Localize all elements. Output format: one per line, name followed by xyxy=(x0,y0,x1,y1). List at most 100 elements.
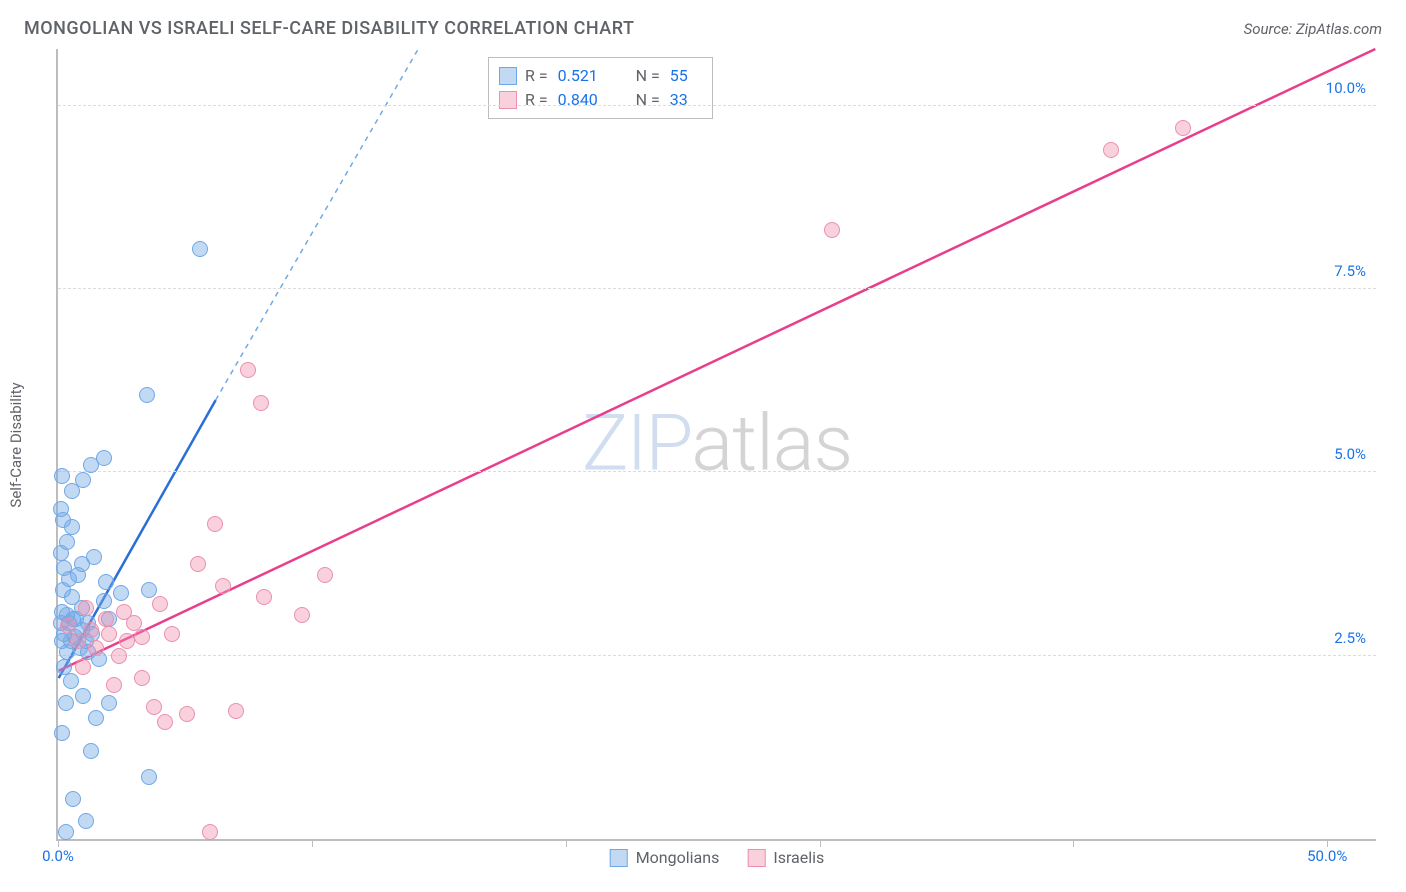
data-point xyxy=(146,699,162,715)
data-point xyxy=(96,593,112,609)
legend-n-value: 55 xyxy=(670,64,698,88)
data-point xyxy=(63,673,79,689)
data-point xyxy=(152,596,168,612)
data-point xyxy=(134,670,150,686)
data-point xyxy=(86,549,102,565)
data-point xyxy=(65,791,81,807)
legend-n-value: 33 xyxy=(670,88,698,112)
data-point xyxy=(1103,142,1119,158)
legend-row: R = 0.521 N = 55 xyxy=(499,64,698,88)
data-point xyxy=(134,629,150,645)
data-point xyxy=(75,659,91,675)
data-point xyxy=(56,659,72,675)
x-tick xyxy=(820,839,821,847)
x-tick-label: 50.0% xyxy=(1307,847,1347,865)
trend-lines xyxy=(58,49,1376,839)
data-point xyxy=(78,600,94,616)
legend-item: Mongolians xyxy=(610,848,720,867)
data-point xyxy=(253,395,269,411)
x-tick xyxy=(566,839,567,847)
gridline xyxy=(58,105,1376,106)
data-point xyxy=(101,695,117,711)
legend-swatch xyxy=(610,849,628,867)
data-point xyxy=(98,574,114,590)
data-point xyxy=(116,604,132,620)
data-point xyxy=(141,769,157,785)
legend-r-label: R = xyxy=(525,88,548,112)
data-point xyxy=(88,640,104,656)
data-point xyxy=(54,725,70,741)
data-point xyxy=(157,714,173,730)
source-label: Source: ZipAtlas.com xyxy=(1244,20,1382,38)
data-point xyxy=(54,468,70,484)
legend-series: Mongolians Israelis xyxy=(610,848,825,867)
legend-row: R = 0.840 N = 33 xyxy=(499,88,698,112)
gridline xyxy=(58,288,1376,289)
data-point xyxy=(190,556,206,572)
data-point xyxy=(59,534,75,550)
legend-swatch xyxy=(499,67,517,85)
watermark: ZIPatlas xyxy=(582,399,852,490)
legend-swatch xyxy=(499,91,517,109)
data-point xyxy=(824,222,840,238)
data-point xyxy=(207,516,223,532)
legend-correlation: R = 0.521 N = 55 R = 0.840 N = 33 xyxy=(488,57,713,119)
data-point xyxy=(164,626,180,642)
data-point xyxy=(111,648,127,664)
legend-swatch xyxy=(747,849,765,867)
data-point xyxy=(98,611,114,627)
x-tick-label: 0.0% xyxy=(42,847,74,865)
data-point xyxy=(83,622,99,638)
data-point xyxy=(215,578,231,594)
data-point xyxy=(113,585,129,601)
data-point xyxy=(83,743,99,759)
y-tick-label: 2.5% xyxy=(1334,629,1366,647)
legend-n-label: N = xyxy=(636,64,660,88)
data-point xyxy=(1175,120,1191,136)
data-point xyxy=(139,387,155,403)
data-point xyxy=(58,824,74,840)
x-tick xyxy=(1073,839,1074,847)
legend-r-value: 0.521 xyxy=(558,64,610,88)
y-axis-label: Self-Care Disability xyxy=(7,382,25,507)
legend-series-name: Israelis xyxy=(773,848,824,867)
legend-n-label: N = xyxy=(636,88,660,112)
data-point xyxy=(119,633,135,649)
data-point xyxy=(58,695,74,711)
data-point xyxy=(75,688,91,704)
data-point xyxy=(75,472,91,488)
legend-r-value: 0.840 xyxy=(558,88,610,112)
plot-area: ZIPatlas R =0.521N =55R =0.840N =33 Mong… xyxy=(56,49,1376,841)
y-tick-label: 7.5% xyxy=(1334,262,1366,280)
data-point xyxy=(317,567,333,583)
chart-title: MONGOLIAN VS ISRAELI SELF-CARE DISABILIT… xyxy=(24,18,634,39)
data-point xyxy=(179,706,195,722)
data-point xyxy=(88,710,104,726)
data-point xyxy=(202,824,218,840)
chart-container: Self-Care Disability ZIPatlas R =0.521N … xyxy=(24,49,1382,841)
data-point xyxy=(106,677,122,693)
x-tick xyxy=(1327,839,1328,847)
data-point xyxy=(101,626,117,642)
data-point xyxy=(70,633,86,649)
legend-series-name: Mongolians xyxy=(636,848,720,867)
x-tick xyxy=(312,839,313,847)
data-point xyxy=(192,241,208,257)
data-point xyxy=(60,618,76,634)
data-point xyxy=(96,450,112,466)
data-point xyxy=(256,589,272,605)
gridline xyxy=(58,655,1376,656)
gridline xyxy=(58,471,1376,472)
x-tick xyxy=(58,839,59,847)
y-tick-label: 10.0% xyxy=(1326,79,1366,97)
data-point xyxy=(228,703,244,719)
data-point xyxy=(78,813,94,829)
data-point xyxy=(294,607,310,623)
data-point xyxy=(240,362,256,378)
data-point xyxy=(141,582,157,598)
data-point xyxy=(56,560,72,576)
legend-item: Israelis xyxy=(747,848,824,867)
legend-r-label: R = xyxy=(525,64,548,88)
data-point xyxy=(53,501,69,517)
y-tick-label: 5.0% xyxy=(1334,445,1366,463)
